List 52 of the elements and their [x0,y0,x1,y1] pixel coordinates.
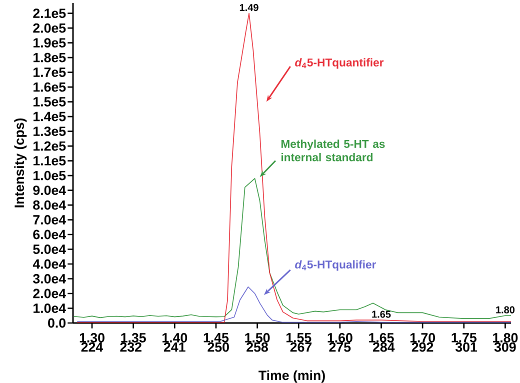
x-tick-label: 1.80 [493,333,518,342]
x2-tick-label: 232 [120,342,142,352]
y-tick-label: 3.0e4 [33,274,66,284]
x-tick-label: 1.30 [80,333,104,342]
x2-tick-label: 301 [455,342,478,352]
y-tick-label: 2.1e5 [33,8,66,18]
y-tick-label: 1.9e5 [34,38,66,48]
y-axis-title: Intensity (cps) [14,118,27,208]
y-tick-label: 1.5e5 [34,97,66,106]
x-tick-label: 1.70 [410,333,436,342]
y-tick-label: 1.7e5 [34,68,66,77]
y-tick-label: 1.8e5 [34,52,66,62]
y-tick-label: 6.0e4 [33,230,66,240]
x-tick-label: 1.55 [286,333,312,342]
x-tick-label: 1.60 [328,333,352,342]
x2-tick-label: 284 [372,342,395,352]
text: Methylated 5-HT as internal standard [281,140,385,162]
x2-tick-label: 267 [290,342,312,352]
y-tick-label: 1.4e5 [34,112,66,122]
text: d$_{4}$5-HTquantifier [295,58,384,69]
y-tick-label: 8.0e4 [33,200,66,210]
x2-tick-label: 250 [208,342,229,352]
y-tick-label: 4.0e4 [32,259,66,269]
x2-tick-label: 275 [329,342,351,352]
x2-tick-label: 224 [81,342,104,352]
x-axis-title: Time (min) [258,370,325,383]
y-tick-label: 2.0e5 [33,23,66,33]
x-tick-label: 1.35 [121,333,146,342]
x-tick-label: 1.50 [245,333,270,342]
y-tick-label: 5.0e4 [33,244,66,254]
x2-tick-label: 309 [494,342,516,352]
x-tick-label: 1.65 [369,333,394,342]
x2-tick-label: 258 [246,342,268,352]
y-tick-label: 0.0 [48,318,66,328]
x-tick-label: 1.45 [204,333,229,342]
x2-tick-label: 241 [164,342,186,352]
annotation: 1.80 [496,306,515,314]
annotation: 1.65 [372,310,391,318]
x-tick-label: 1.75 [452,333,476,342]
y-tick-label: 2.0e4 [33,288,66,298]
y-tick-label: 1.3e5 [34,126,66,136]
x2-tick-label: 292 [412,342,434,352]
y-tick-label: 7.0e4 [33,215,66,224]
annotation: 1.49 [240,4,258,12]
x-tick-label: 1.40 [162,333,188,342]
y-tick-label: 1.0e5 [34,170,66,180]
y-tick-label: 1.2e5 [34,141,66,151]
y-tick-label: 9.0e4 [33,186,66,195]
y-tick-label: 1.0e4 [34,304,66,313]
y-tick-label: 1.6e5 [34,82,66,92]
y-tick-label: 1.1e5 [34,156,66,166]
text: d$_{4}$5-HTqualifier [295,260,376,271]
